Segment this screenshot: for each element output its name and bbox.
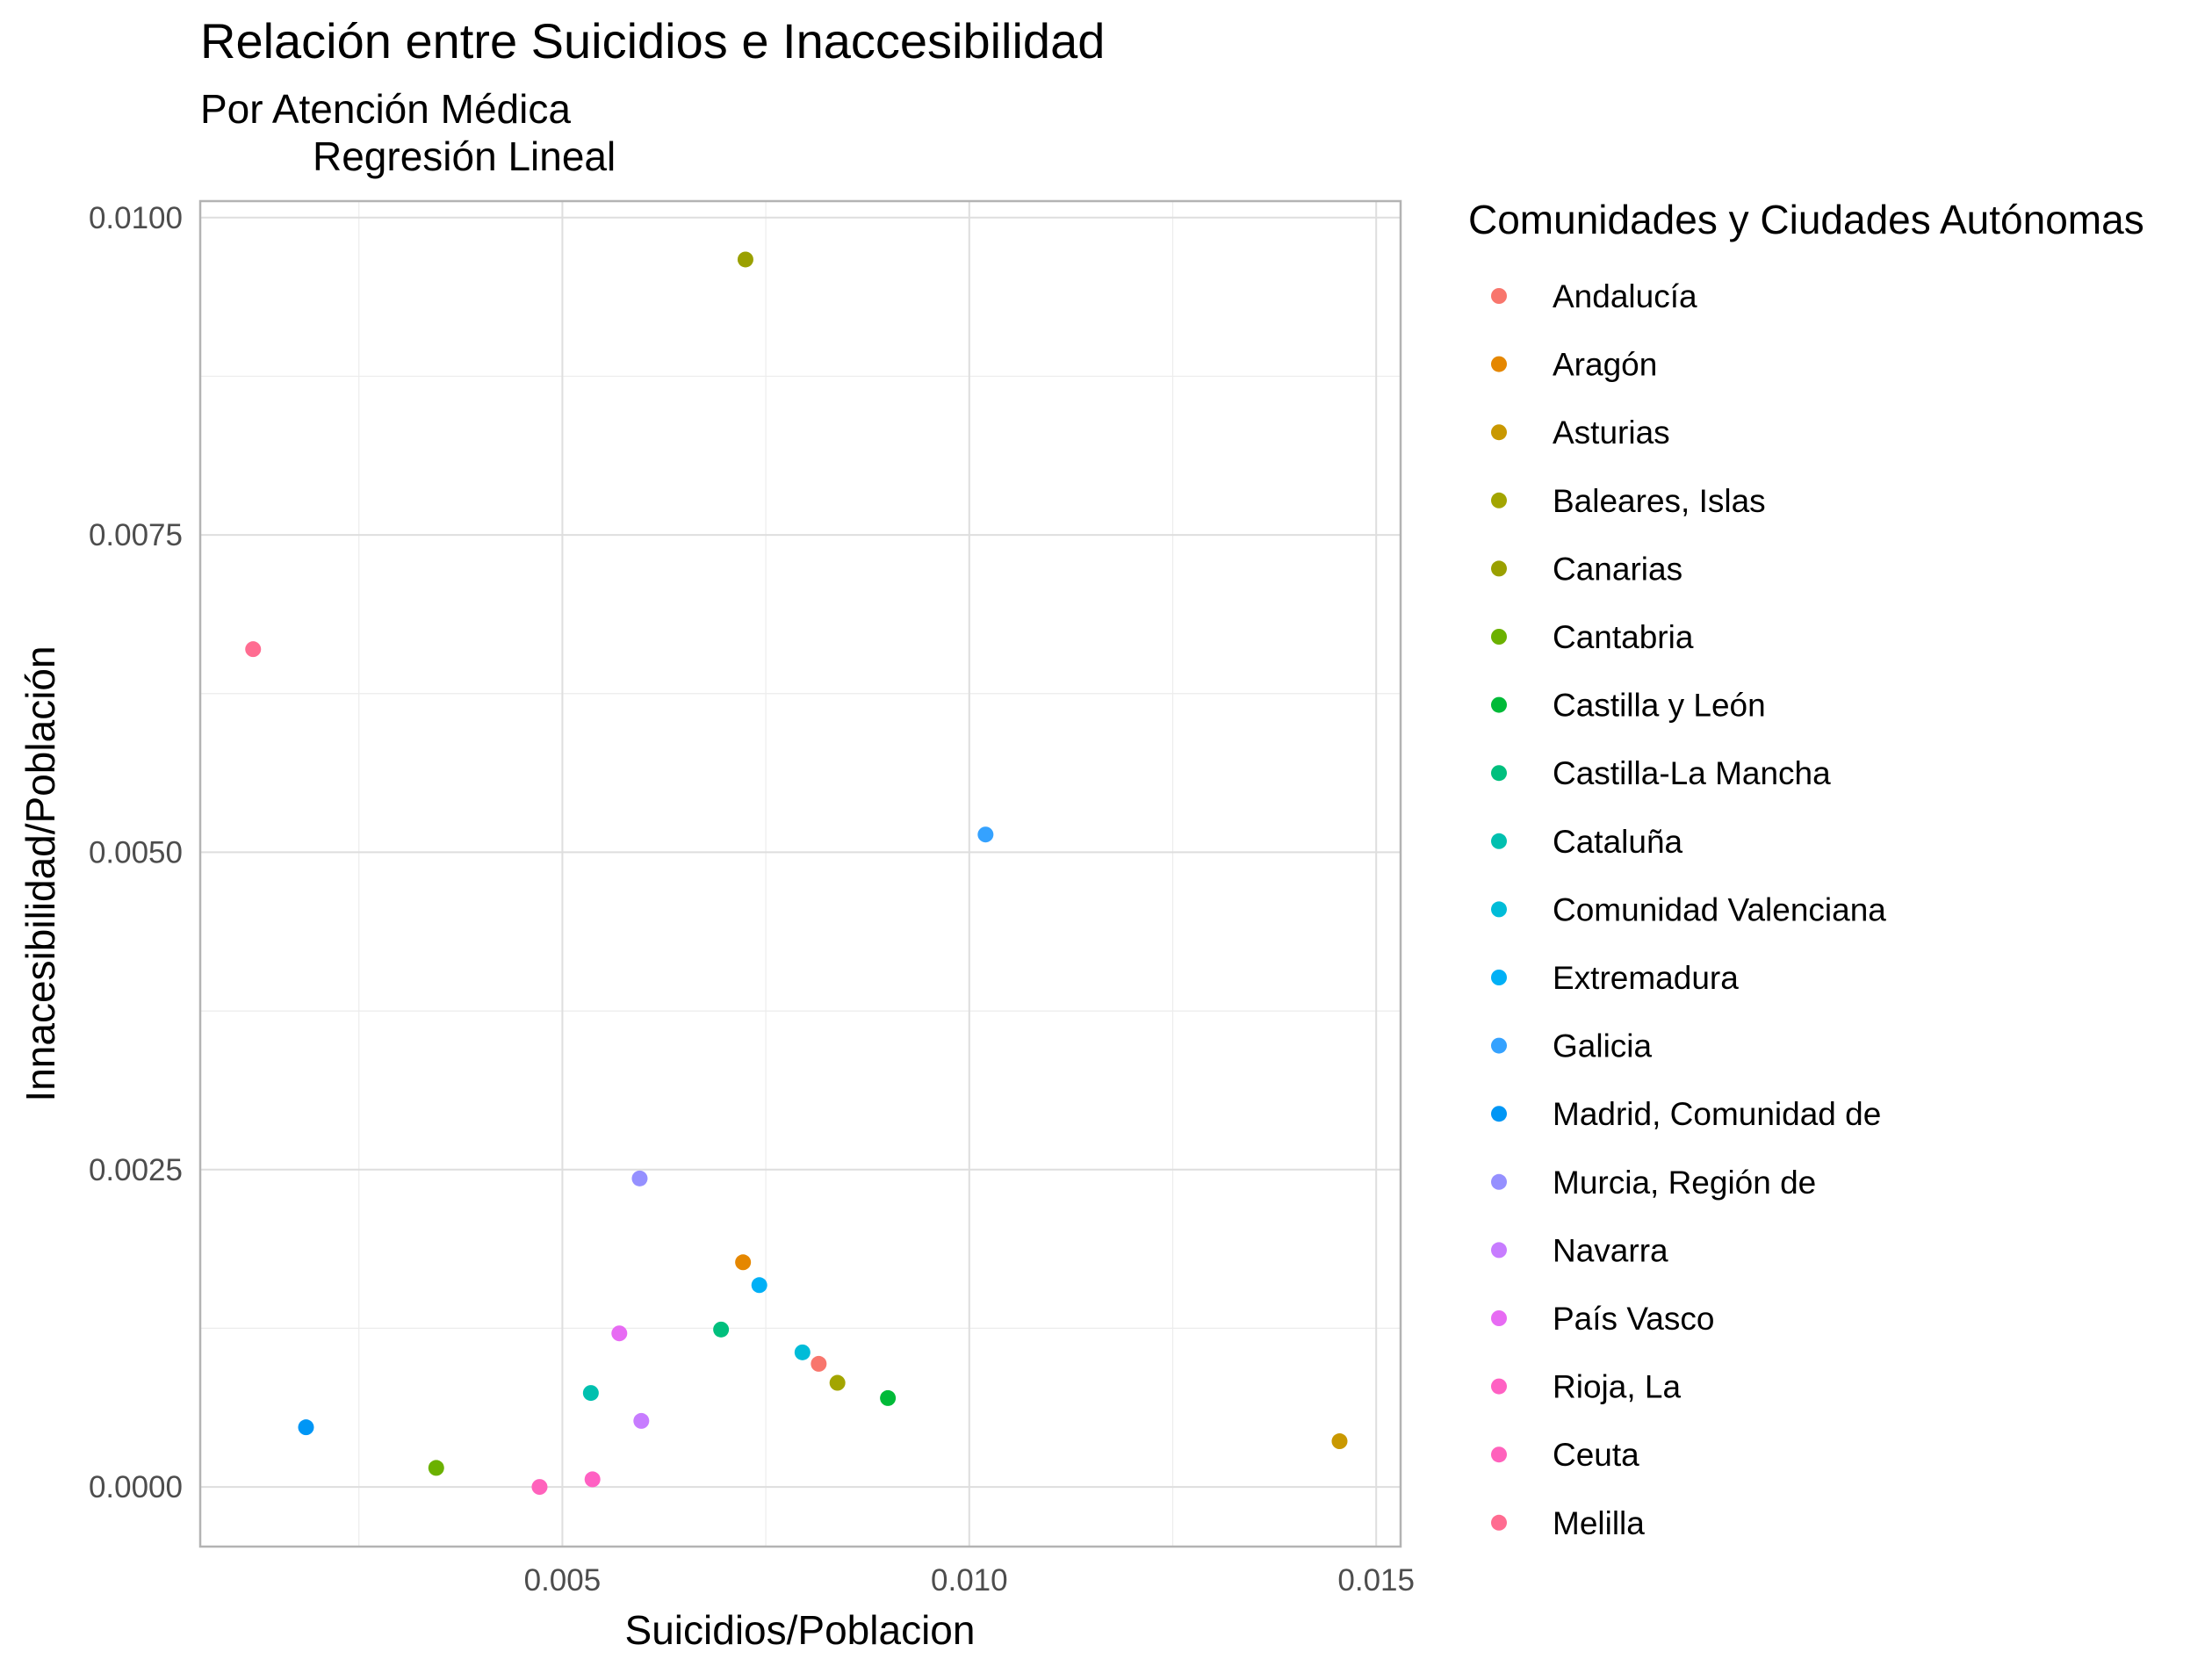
legend-item: Melilla (1491, 1505, 1645, 1541)
legend-key-dot (1491, 1106, 1507, 1122)
legend-key-dot (1491, 833, 1507, 849)
data-point (794, 1344, 811, 1360)
x-tick-label: 0.015 (1337, 1563, 1415, 1598)
data-point (713, 1321, 730, 1338)
legend-label: Asturias (1553, 415, 1670, 451)
legend-label: Melilla (1553, 1505, 1645, 1541)
legend-key-dot (1491, 560, 1507, 577)
legend-label: Aragón (1553, 347, 1657, 383)
chart-subtitle-line2: Regresión Lineal (313, 133, 616, 179)
y-tick-label: 0.0075 (89, 518, 183, 552)
y-tick-labels: 0.0000 0.0025 0.0050 0.0075 0.0100 (89, 201, 183, 1504)
legend-item: Canarias (1491, 551, 1682, 587)
legend-label: Madrid, Comunidad de (1553, 1096, 1881, 1132)
legend-item: Murcia, Región de (1491, 1165, 1816, 1201)
y-tick-label: 0.0000 (89, 1470, 183, 1504)
legend-label: Baleares, Islas (1553, 483, 1766, 519)
legend-key-dot (1491, 288, 1507, 304)
legend-title: Comunidades y Ciudades Autónomas (1468, 197, 2144, 242)
legend-item: Baleares, Islas (1491, 483, 1766, 519)
data-point (582, 1385, 599, 1402)
chart-subtitle-line1: Por Atención Médica (200, 86, 571, 132)
legend-key-dot (1491, 1173, 1507, 1190)
legend-label: Murcia, Región de (1553, 1165, 1816, 1201)
data-point (829, 1374, 846, 1391)
data-point (737, 251, 753, 268)
legend-key-dot (1491, 1037, 1507, 1054)
legend-item: Aragón (1491, 347, 1657, 383)
legend-label: Comunidad Valenciana (1553, 891, 1886, 927)
data-point (428, 1460, 444, 1476)
data-point (531, 1479, 548, 1496)
legend-key-dot (1491, 765, 1507, 782)
legend-item: País Vasco (1491, 1301, 1714, 1337)
data-point (751, 1277, 767, 1294)
points-layer (245, 251, 1348, 1496)
legend-key-dot (1491, 629, 1507, 645)
legend-item: Castilla y León (1491, 688, 1766, 724)
legend-key-dot (1491, 1514, 1507, 1531)
data-point (1331, 1433, 1348, 1450)
legend: Comunidades y Ciudades Autónomas Andaluc… (1468, 197, 2144, 1541)
legend-label: Galicia (1553, 1028, 1653, 1064)
legend-key-dot (1491, 1446, 1507, 1463)
legend-item: Extremadura (1491, 960, 1739, 996)
legend-item: Ceuta (1491, 1437, 1639, 1473)
legend-label: Cantabria (1553, 619, 1694, 655)
legend-label: Extremadura (1553, 960, 1739, 996)
data-point (880, 1389, 897, 1406)
legend-item: Asturias (1491, 415, 1670, 451)
data-point (611, 1325, 628, 1342)
data-point (631, 1170, 648, 1187)
data-point (977, 826, 994, 843)
legend-item: Comunidad Valenciana (1491, 891, 1886, 927)
legend-item: Galicia (1491, 1028, 1653, 1064)
legend-key-dot (1491, 492, 1507, 509)
legend-key-dot (1491, 1310, 1507, 1326)
legend-key-dot (1491, 1378, 1507, 1395)
legend-label: Navarra (1553, 1232, 1668, 1268)
legend-key-dot (1491, 1242, 1507, 1259)
legend-item: Andalucía (1491, 278, 1697, 314)
legend-item: Cantabria (1491, 619, 1694, 655)
legend-item: Rioja, La (1491, 1369, 1681, 1405)
legend-item: Madrid, Comunidad de (1491, 1096, 1881, 1132)
x-axis-title: Suicidios/Poblacion (625, 1607, 976, 1653)
legend-label: País Vasco (1553, 1301, 1714, 1337)
legend-label: Rioja, La (1553, 1369, 1681, 1405)
y-tick-label: 0.0100 (89, 201, 183, 235)
legend-label: Castilla-La Mancha (1553, 755, 1831, 791)
legend-key-dot (1491, 424, 1507, 441)
grid-layer (200, 201, 1401, 1547)
legend-key-dot (1491, 901, 1507, 918)
legend-label: Canarias (1553, 551, 1682, 587)
legend-item: Castilla-La Mancha (1491, 755, 1831, 791)
y-tick-label: 0.0025 (89, 1153, 183, 1187)
data-point (633, 1412, 650, 1429)
legend-key-dot (1491, 696, 1507, 713)
legend-key-dot (1491, 970, 1507, 985)
legend-label: Cataluña (1553, 824, 1683, 860)
legend-key-dot (1491, 356, 1507, 372)
x-tick-labels: 0.005 0.010 0.015 (524, 1563, 1415, 1598)
legend-label: Andalucía (1553, 278, 1697, 314)
y-tick-label: 0.0050 (89, 835, 183, 869)
legend-item: Cataluña (1491, 824, 1683, 860)
data-point (811, 1355, 827, 1372)
data-point (584, 1471, 601, 1488)
legend-label: Ceuta (1553, 1437, 1639, 1473)
data-point (735, 1254, 752, 1271)
legend-label: Castilla y León (1553, 688, 1766, 724)
legend-item: Navarra (1491, 1232, 1668, 1268)
y-axis-title: Innacesibilidad/Población (18, 646, 63, 1101)
data-point (245, 641, 262, 658)
plot-panel (200, 201, 1401, 1547)
legend-items: Andalucía Aragón Asturias Baleares, Islas Ca… (1491, 278, 1886, 1541)
x-tick-label: 0.005 (524, 1563, 602, 1598)
chart-title: Relación entre Suicidios e Inaccesibilid… (200, 13, 1105, 69)
data-point (298, 1419, 314, 1436)
plot-border (198, 199, 1402, 1548)
x-tick-label: 0.010 (931, 1563, 1008, 1598)
